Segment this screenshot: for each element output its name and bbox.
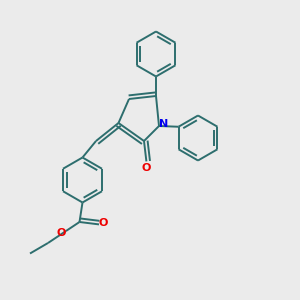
Text: O: O — [99, 218, 108, 229]
Text: N: N — [159, 118, 168, 129]
Text: O: O — [56, 228, 66, 238]
Text: O: O — [142, 163, 151, 173]
